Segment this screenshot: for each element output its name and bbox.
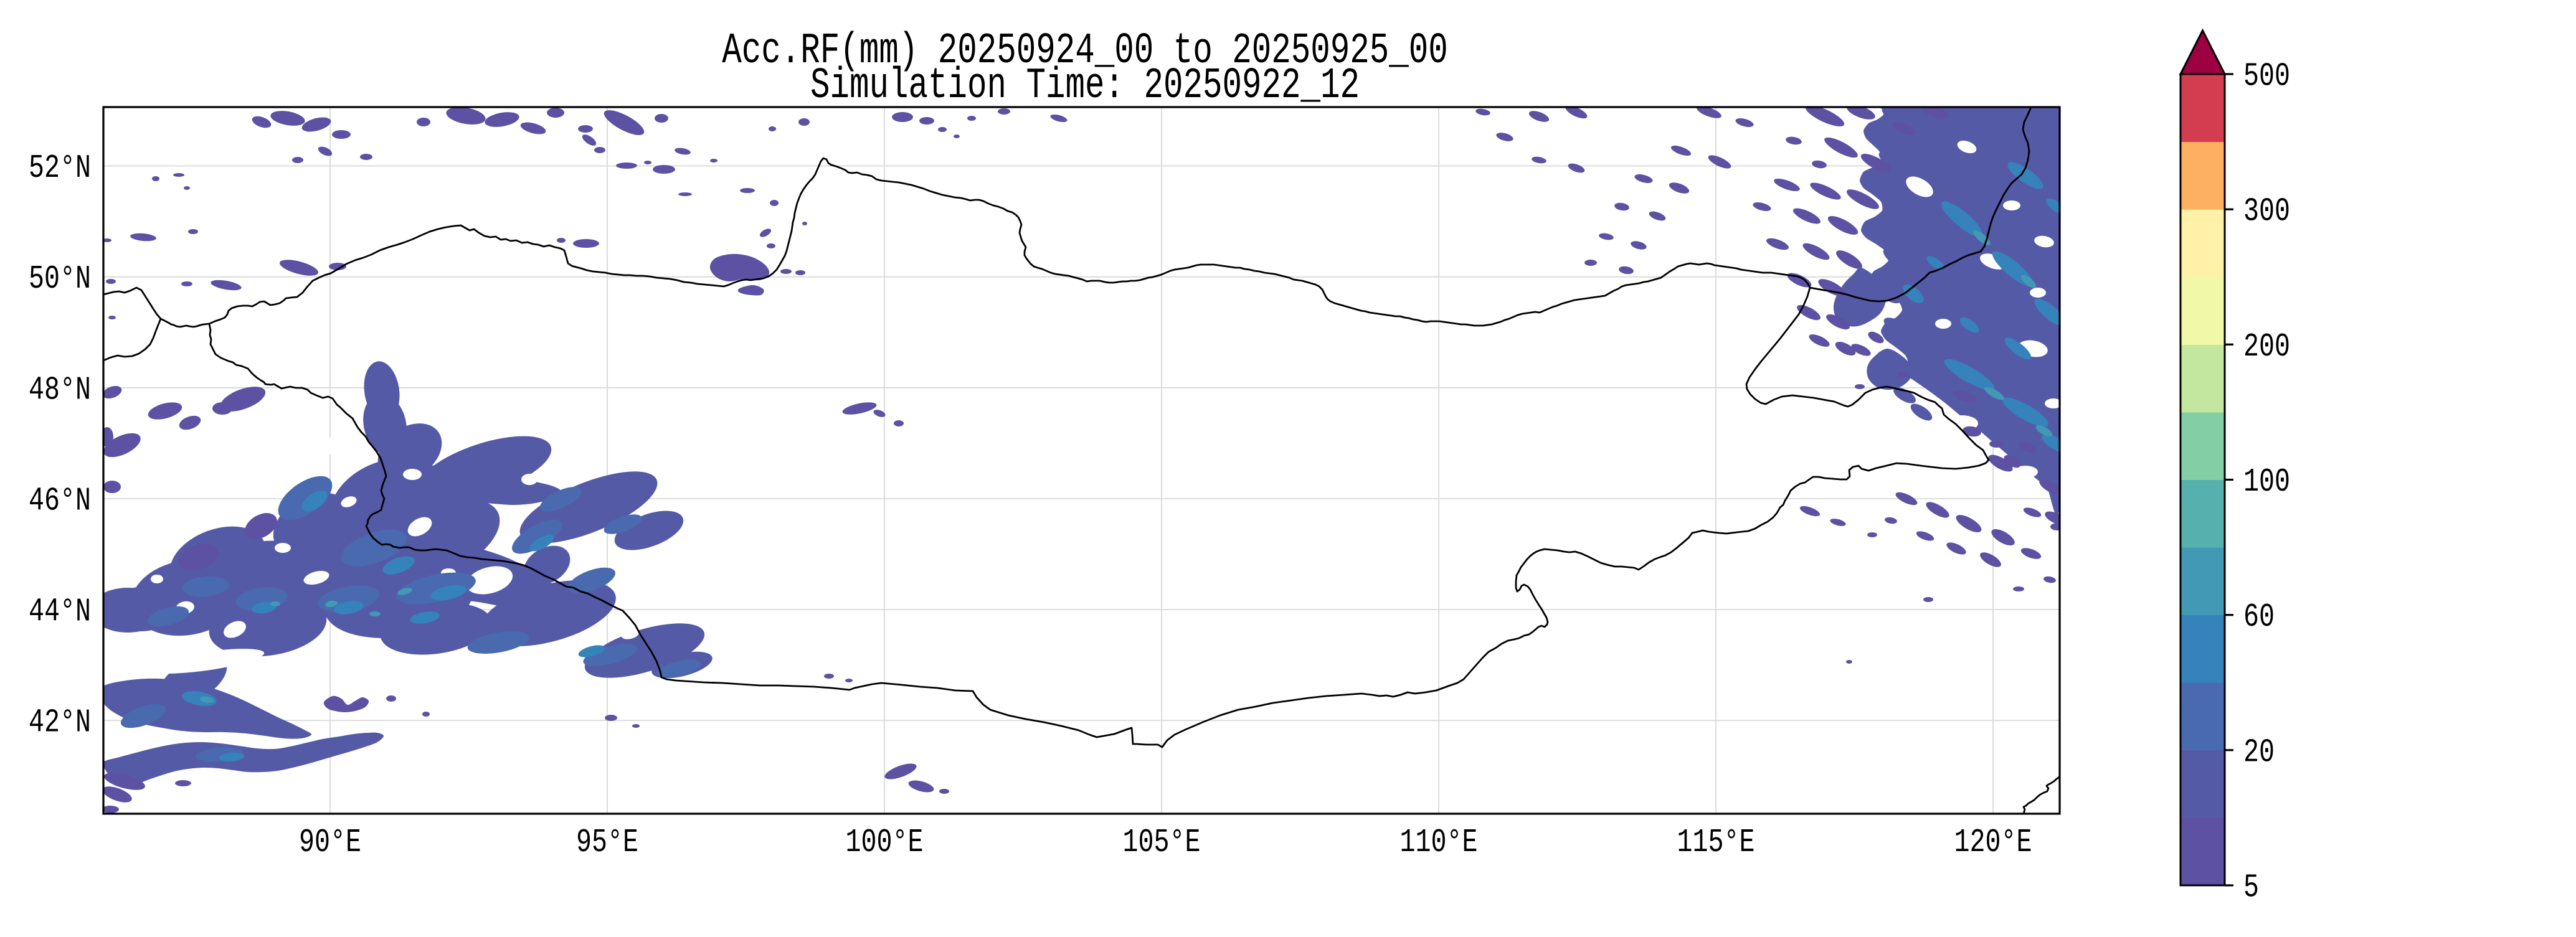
svg-text:46°N: 46°N bbox=[29, 483, 91, 520]
svg-text:300: 300 bbox=[2243, 194, 2290, 231]
svg-text:95°E: 95°E bbox=[576, 825, 638, 862]
svg-text:50°N: 50°N bbox=[29, 261, 91, 298]
svg-text:90°E: 90°E bbox=[299, 825, 361, 862]
svg-text:500: 500 bbox=[2243, 59, 2290, 95]
svg-text:Simulation Time: 20250922_12: Simulation Time: 20250922_12 bbox=[810, 60, 1360, 110]
svg-text:60: 60 bbox=[2243, 600, 2275, 636]
svg-text:115°E: 115°E bbox=[1677, 825, 1755, 862]
svg-text:100°E: 100°E bbox=[846, 825, 924, 862]
svg-text:44°N: 44°N bbox=[29, 595, 91, 631]
svg-text:42°N: 42°N bbox=[29, 705, 91, 742]
svg-text:100: 100 bbox=[2243, 464, 2290, 501]
svg-text:52°N: 52°N bbox=[29, 151, 91, 187]
svg-text:5: 5 bbox=[2243, 870, 2259, 906]
svg-text:48°N: 48°N bbox=[29, 372, 91, 409]
svg-text:Acc.RF(mm) 20250924_00 to 2025: Acc.RF(mm) 20250924_00 to 20250925_00 bbox=[722, 26, 1447, 75]
svg-text:110°E: 110°E bbox=[1400, 825, 1478, 862]
svg-text:20: 20 bbox=[2243, 735, 2275, 771]
svg-text:200: 200 bbox=[2243, 329, 2290, 366]
svg-text:120°E: 120°E bbox=[1954, 825, 2032, 862]
svg-text:105°E: 105°E bbox=[1123, 825, 1201, 862]
